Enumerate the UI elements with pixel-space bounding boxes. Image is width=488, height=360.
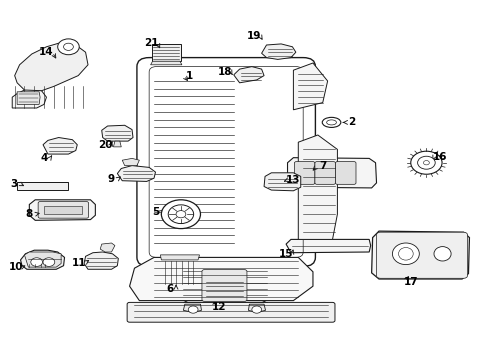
Polygon shape [298, 135, 337, 239]
Polygon shape [160, 255, 199, 260]
Ellipse shape [322, 117, 340, 127]
Polygon shape [122, 158, 139, 166]
Text: 7: 7 [318, 161, 326, 171]
Text: 8: 8 [26, 209, 33, 219]
Polygon shape [113, 141, 121, 147]
Polygon shape [261, 44, 295, 59]
FancyBboxPatch shape [127, 302, 334, 322]
Circle shape [58, 39, 79, 55]
Ellipse shape [326, 120, 336, 125]
Polygon shape [17, 92, 40, 104]
FancyBboxPatch shape [376, 232, 467, 278]
Circle shape [417, 156, 434, 169]
Bar [44, 206, 82, 214]
Text: 4: 4 [40, 153, 48, 163]
FancyBboxPatch shape [314, 162, 335, 184]
Text: 18: 18 [217, 67, 232, 77]
Polygon shape [181, 266, 268, 304]
Text: 14: 14 [39, 47, 54, 57]
Polygon shape [24, 252, 61, 267]
Ellipse shape [433, 247, 450, 261]
Polygon shape [248, 304, 265, 312]
Text: 16: 16 [432, 152, 447, 162]
Polygon shape [129, 257, 312, 301]
Polygon shape [84, 252, 118, 269]
Text: 9: 9 [108, 174, 115, 184]
Text: 15: 15 [278, 249, 293, 259]
Bar [151, 44, 181, 61]
Text: 20: 20 [98, 140, 112, 150]
Text: 3: 3 [10, 179, 17, 189]
Circle shape [188, 306, 198, 313]
Circle shape [176, 211, 185, 218]
Polygon shape [100, 243, 115, 252]
Text: 13: 13 [285, 175, 300, 185]
Circle shape [168, 205, 193, 224]
Polygon shape [43, 138, 77, 154]
Circle shape [63, 43, 73, 50]
Polygon shape [233, 67, 264, 83]
FancyBboxPatch shape [38, 202, 88, 218]
Text: 11: 11 [72, 258, 86, 268]
Text: 12: 12 [211, 302, 226, 312]
Circle shape [31, 258, 42, 266]
Circle shape [251, 306, 261, 313]
Polygon shape [150, 61, 182, 65]
FancyBboxPatch shape [294, 162, 314, 184]
Bar [161, 260, 198, 285]
Text: 17: 17 [403, 276, 417, 287]
Circle shape [410, 151, 441, 174]
Text: 5: 5 [152, 207, 159, 217]
Polygon shape [12, 88, 46, 108]
Circle shape [43, 258, 55, 266]
Polygon shape [29, 200, 95, 220]
Bar [17, 182, 68, 190]
Polygon shape [20, 250, 64, 269]
Text: 2: 2 [348, 117, 355, 127]
Text: 1: 1 [186, 71, 193, 81]
Polygon shape [371, 231, 468, 279]
Ellipse shape [391, 243, 418, 265]
Polygon shape [15, 43, 88, 91]
Text: 21: 21 [144, 38, 159, 48]
FancyBboxPatch shape [137, 58, 315, 266]
Polygon shape [285, 239, 370, 253]
Circle shape [161, 200, 200, 229]
FancyBboxPatch shape [202, 270, 246, 301]
Polygon shape [264, 173, 300, 191]
Text: 10: 10 [8, 262, 23, 272]
Circle shape [423, 161, 428, 165]
FancyBboxPatch shape [335, 162, 355, 184]
Polygon shape [117, 166, 155, 181]
Polygon shape [183, 304, 201, 312]
Polygon shape [102, 125, 133, 141]
Polygon shape [287, 158, 376, 188]
Polygon shape [293, 63, 327, 110]
Text: 19: 19 [246, 31, 261, 41]
Text: 6: 6 [166, 284, 173, 294]
Ellipse shape [398, 248, 412, 260]
